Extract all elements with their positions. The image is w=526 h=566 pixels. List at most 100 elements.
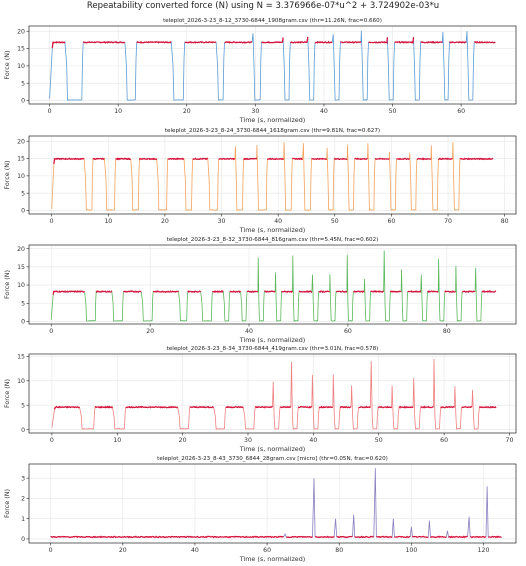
- y-tick-label: 10: [17, 63, 25, 70]
- plateau-segment: [449, 41, 467, 44]
- plateau-segment: [225, 405, 244, 409]
- x-tick-label: 40: [191, 547, 199, 554]
- x-tick-label: 0: [50, 437, 54, 444]
- plateau-segment: [285, 535, 313, 539]
- plateau-segment: [279, 405, 291, 409]
- y-tick-label: 5: [21, 80, 25, 87]
- x-tick-label: 60: [344, 328, 352, 335]
- plateau-segment: [218, 157, 236, 161]
- x-tick-label: 50: [375, 437, 383, 444]
- y-tick-label: 0: [21, 208, 25, 215]
- x-axis-label: Time (s, normalized): [239, 445, 306, 453]
- plateau-segment: [264, 290, 276, 293]
- y-tick-label: 3: [21, 475, 25, 482]
- subplot-title: teleplot_2026-3-23_8-12_3730-6844_1908gr…: [163, 18, 382, 24]
- plateau-segment: [289, 36, 309, 44]
- plateau-segment: [440, 405, 455, 409]
- x-axis-label: Time (s, normalized): [239, 226, 306, 234]
- force-series-line: [50, 250, 497, 323]
- y-tick-label: 0: [21, 536, 25, 543]
- y-tick-label: 0: [21, 319, 25, 326]
- plateau-segment: [184, 41, 217, 44]
- subplot-5: 0 20 40 60 80 100 120 0 1 2 3 teleplot_2026-3-23_8-…: [3, 456, 517, 563]
- x-tick-label: 60: [263, 547, 271, 554]
- x-tick-label: 10: [114, 108, 122, 115]
- plateau-segment: [377, 405, 393, 409]
- y-tick-label: 20: [17, 28, 25, 35]
- plateau-segment: [246, 290, 259, 293]
- force-series-line: [49, 30, 496, 101]
- x-tick-label: 80: [501, 218, 509, 225]
- plateau-segment: [354, 157, 368, 161]
- subplot-1: 0 10 20 30 40 50 60 0 5 10 15 20 teleplot_2026-3-23_…: [3, 18, 517, 124]
- x-tick-label: 0: [48, 108, 52, 115]
- plateau-segment: [187, 290, 202, 293]
- plateau-segment: [376, 535, 393, 539]
- x-tick-label: 100: [405, 547, 417, 554]
- y-axis-label: Force (N): [3, 160, 11, 189]
- plateau-segment: [297, 405, 313, 409]
- force-series-line: [51, 358, 497, 430]
- plateau-segment: [314, 535, 335, 539]
- plateau-segment: [255, 405, 273, 409]
- y-tick-label: 20: [17, 246, 25, 253]
- plateau-segment: [192, 157, 209, 161]
- x-tick-label: 80: [335, 547, 343, 554]
- subplot-3: 0 20 40 60 80 0 5 10 15 20 teleplot_2026-3-23_8-32…: [3, 237, 517, 344]
- plateau-segment: [438, 157, 453, 161]
- plateau-segment: [311, 157, 327, 161]
- plateau-segment: [318, 405, 334, 409]
- subplot-title: teleplot_2026-3-23_8-43_3730_6844_28gram…: [157, 456, 388, 462]
- plateau-segment: [82, 40, 126, 44]
- axes-frame: [28, 463, 517, 544]
- plateau-segment: [461, 290, 476, 293]
- plateau-segment: [266, 157, 284, 160]
- x-tick-label: 40: [274, 218, 282, 225]
- x-tick-label: 20: [146, 328, 154, 335]
- plateau-segment: [333, 157, 348, 161]
- plateau-segment: [481, 290, 497, 294]
- y-tick-label: 15: [17, 264, 25, 271]
- subplot-2: 0 10 20 30 40 50 60 70 80 0 5 10 15 20 teleplot_2026-3…: [3, 128, 517, 234]
- plateau-segment: [298, 290, 313, 294]
- plateau-segment: [167, 157, 185, 161]
- y-tick-label: 1: [21, 516, 25, 523]
- y-tick-label: 2: [21, 496, 25, 503]
- plateau-segment: [94, 405, 113, 409]
- subplot-title: teleplot_2026-3-23_8-24_3730-6844_1618gr…: [165, 128, 380, 134]
- plateau-segment: [339, 405, 352, 409]
- x-tick-label: 30: [251, 108, 259, 115]
- y-axis-label: Force (N): [3, 489, 11, 518]
- plateau-segment: [52, 290, 85, 295]
- x-tick-label: 20: [119, 547, 127, 554]
- x-tick-label: 60: [440, 437, 448, 444]
- plateau-segment: [399, 405, 414, 409]
- plateau-segment: [473, 40, 496, 44]
- plateau-segment: [487, 535, 502, 539]
- plateau-segment: [224, 40, 253, 44]
- plateau-segment: [51, 41, 66, 49]
- axes-frame: [28, 353, 517, 434]
- x-axis-label: Time (s, normalized): [239, 116, 306, 124]
- plateau-segment: [448, 535, 468, 539]
- plateau-segment: [459, 157, 494, 161]
- plateau-segment: [53, 405, 80, 410]
- y-tick-label: 5: [21, 402, 25, 409]
- plateau-segment: [125, 405, 178, 409]
- x-tick-label: 0: [50, 218, 54, 225]
- x-tick-label: 40: [309, 437, 317, 444]
- plateau-segment: [95, 290, 113, 294]
- plateau-segment: [411, 535, 429, 538]
- y-tick-label: 15: [17, 46, 25, 53]
- subplot-title: teleplot_2026-3-23_8-32_3730-6844_816gra…: [167, 237, 379, 243]
- y-tick-label: 15: [17, 156, 25, 163]
- plateau-segment: [420, 40, 443, 44]
- plateau-segment: [469, 535, 486, 539]
- x-tick-label: 70: [444, 218, 452, 225]
- plateau-segment: [335, 290, 348, 293]
- plateau-segment: [212, 289, 224, 294]
- plateau-segment: [92, 157, 105, 161]
- plateau-segment: [229, 290, 241, 294]
- axes-frame: [28, 25, 517, 105]
